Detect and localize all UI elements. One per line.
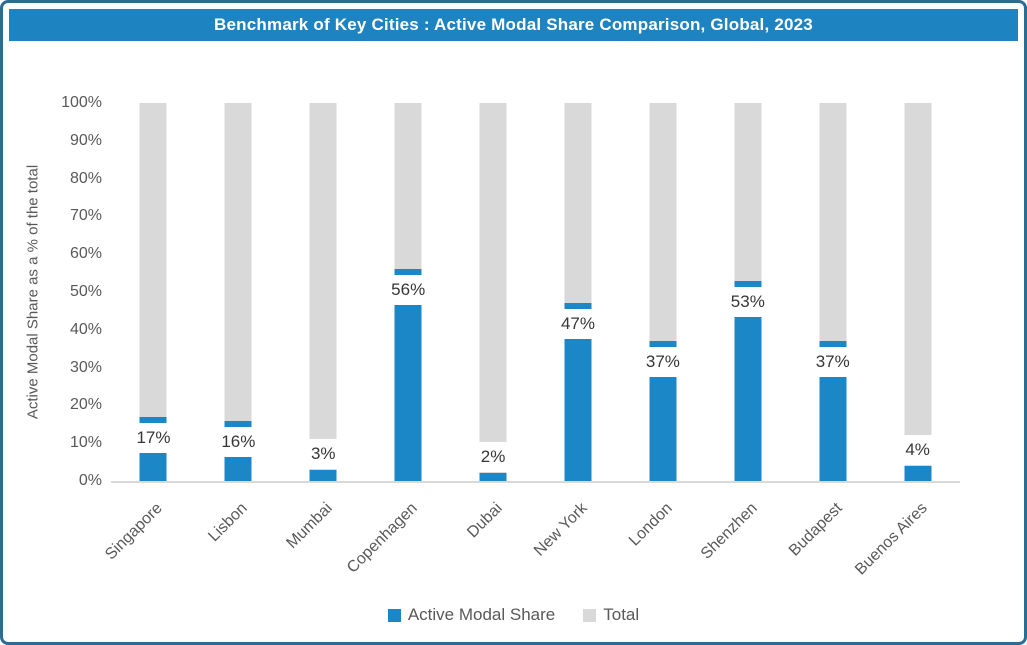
bar-group-new-york: 47% <box>536 103 621 481</box>
legend-label-active-modal-share: Active Modal Share <box>407 605 556 624</box>
data-label: 4% <box>888 434 947 465</box>
total-bar <box>649 103 677 342</box>
total-bar <box>309 103 337 470</box>
y-tick-label: 30% <box>69 358 102 376</box>
y-tick-label: 10% <box>69 434 102 452</box>
y-tick-label: 80% <box>69 169 102 187</box>
active-modal-share-bar <box>904 465 932 481</box>
total-bar <box>734 103 762 281</box>
total-bar <box>564 103 592 304</box>
x-axis-labels: Singapore Lisbon Mumbai Copenhagen Dubai New … <box>103 489 960 599</box>
total-bar <box>904 103 932 466</box>
bar-group-budapest: 37% <box>790 103 875 481</box>
legend-item-total: Total <box>583 605 639 625</box>
data-label: 37% <box>803 347 862 378</box>
y-tick-label: 90% <box>69 131 102 149</box>
legend-swatch-active-modal-share-icon <box>387 608 401 622</box>
data-label: 37% <box>633 347 692 378</box>
y-tick-label: 50% <box>69 283 102 300</box>
y-tick-label: 60% <box>69 245 102 263</box>
bar-group-buenos-aires: 4% <box>875 103 960 481</box>
bar-group-shenzhen: 53% <box>705 103 790 481</box>
data-label: 53% <box>718 286 777 317</box>
data-label: 3% <box>294 438 353 469</box>
bar-group-lisbon: 16% <box>196 103 281 481</box>
data-label: 16% <box>209 426 268 457</box>
y-tick-label: 20% <box>69 396 102 414</box>
bar-group-copenhagen: 56% <box>366 103 451 481</box>
active-modal-share-bar <box>309 469 337 481</box>
legend-swatch-total-icon <box>583 608 597 622</box>
legend: Active Modal Share Total <box>3 603 1024 627</box>
total-bar <box>139 103 167 417</box>
legend-label-total: Total <box>603 605 640 624</box>
data-label: 2% <box>464 442 523 473</box>
bar-group-dubai: 2% <box>451 103 536 481</box>
chart-title: Benchmark of Key Cities : Active Modal S… <box>214 15 813 34</box>
data-label: 56% <box>379 275 438 306</box>
y-tick-label: 70% <box>69 207 102 225</box>
y-tick-label: 40% <box>69 320 102 338</box>
legend-item-active-modal-share: Active Modal Share <box>387 605 556 625</box>
y-axis-tick-labels: 0% 10% 20% 30% 40% 50% 60% 70% 80% 90% 100% <box>3 94 102 489</box>
total-bar <box>224 103 252 421</box>
y-tick-label: 100% <box>61 94 102 111</box>
total-bar <box>819 103 847 342</box>
data-label: 17% <box>124 422 183 453</box>
total-bar <box>394 103 422 270</box>
plot-area: 17% 16% 3% 56% 2% 47% 37% 53% 37% 4% <box>111 103 960 483</box>
total-bar <box>479 103 507 474</box>
active-modal-share-bar <box>479 473 507 481</box>
bar-group-singapore: 17% <box>111 103 196 481</box>
y-tick-label: 0% <box>78 472 102 489</box>
bar-group-london: 37% <box>620 103 705 481</box>
chart-title-bar: Benchmark of Key Cities : Active Modal S… <box>9 9 1018 41</box>
bar-group-mumbai: 3% <box>281 103 366 481</box>
data-label: 47% <box>548 309 607 340</box>
